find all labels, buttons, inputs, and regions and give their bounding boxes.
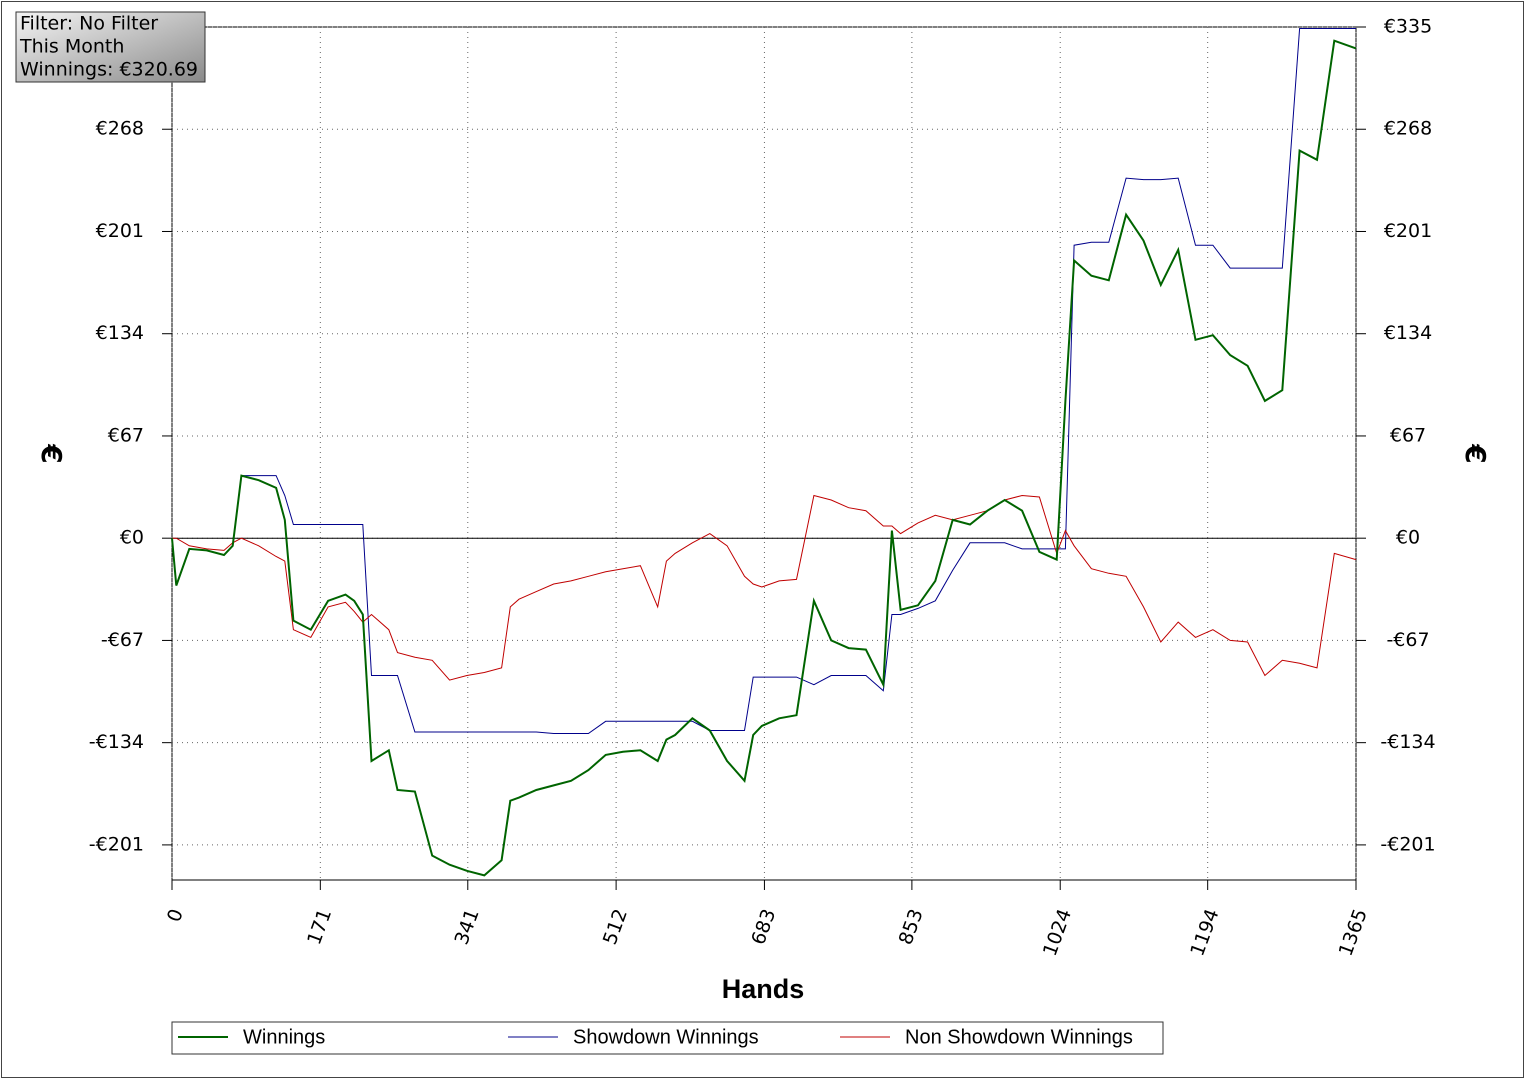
plot: -€201 -€201 -€134 -€134 -€67 -€67 €0 €0 €67 €67 €1… [89,16,1436,960]
y-tick-label: €67 [108,424,144,446]
series-line [172,494,1357,681]
x-tick-label: 1194 [1186,906,1223,959]
y-tick-label: €67 [1390,424,1426,446]
x-tick-label: 341 [451,906,484,948]
y-axis-label: € [35,443,68,463]
x-tick-label: 1024 [1039,906,1076,959]
y-tick-label: -€134 [1380,731,1435,753]
legend-label: Showdown Winnings [573,1026,759,1048]
legend-label: Winnings [243,1026,325,1048]
y-tick-label: -€67 [101,629,144,651]
y-tick-label: €134 [96,322,144,344]
y-tick-label: €134 [1384,322,1432,344]
x-axis-label: Hands [722,974,805,1004]
x-tick-label: 683 [747,906,780,948]
y-tick-label: €268 [1384,118,1432,140]
y-tick-label: -€201 [89,833,144,855]
y-tick-label: €0 [1396,527,1420,549]
y-tick-label: €201 [96,220,144,242]
info-text: Winnings: €320.69 [20,59,198,81]
y-axis-label: € [1459,443,1492,463]
series-line [171,28,1356,734]
y-tick-label: -€67 [1386,629,1429,651]
legend-label: Non Showdown Winnings [905,1026,1133,1048]
info-box [15,11,206,83]
y-tick-label: €201 [1384,220,1432,242]
x-tick-label: 512 [599,906,632,948]
overlay: Filter: No Filter This Month Winnings: €… [15,11,1492,1055]
series-line [171,39,1357,877]
y-tick-label: -€201 [1380,833,1435,855]
info-text: Filter: No Filter [20,13,158,35]
x-tick-label: 853 [895,906,928,948]
x-tick-label: 1365 [1335,906,1372,959]
y-tick-label: €268 [96,118,144,140]
y-tick-label: -€134 [89,731,144,753]
y-tick-label: €335 [1384,16,1432,38]
x-tick-label: 171 [303,906,336,948]
info-text: This Month [19,36,124,58]
legend [171,1021,1164,1055]
x-tick-label: 0 [163,906,188,925]
y-tick-label: €0 [120,527,144,549]
